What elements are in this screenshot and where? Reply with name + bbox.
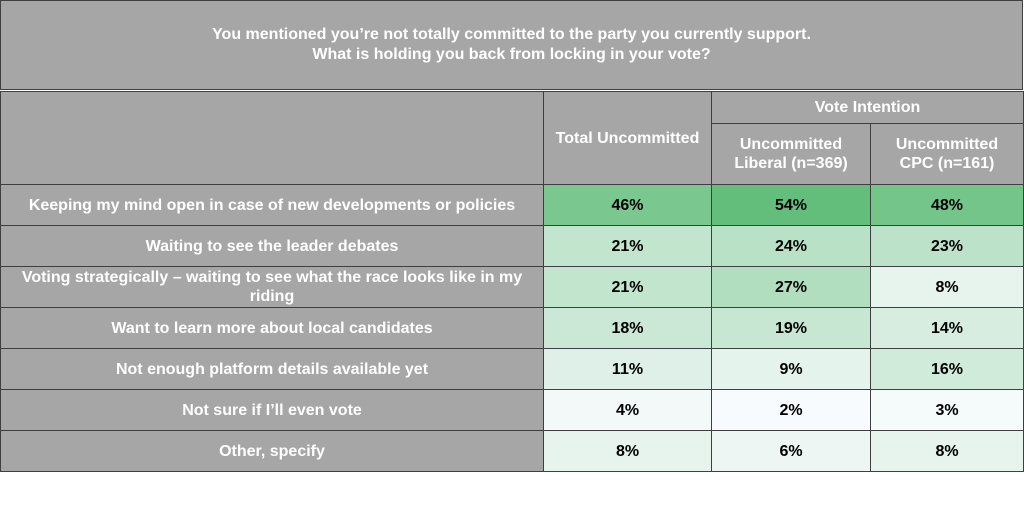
value-cell-liberal: 19% (711, 307, 871, 349)
row-label: Waiting to see the leader debates (0, 225, 544, 267)
table-row: Not enough platform details available ye… (0, 348, 1024, 390)
question-title-line1: You mentioned you’re not totally committ… (212, 26, 811, 43)
value-cell-total: 21% (543, 266, 712, 308)
header-uncommitted-cpc: Uncommitted CPC (n=161) (870, 123, 1024, 185)
results-table: Total Uncommitted Vote Intention Uncommi… (0, 91, 1024, 472)
row-label: Want to learn more about local candidate… (0, 307, 544, 349)
value-cell-total: 8% (543, 430, 712, 472)
table-row: Not sure if I’ll even vote 4% 2% 3% (0, 389, 1024, 431)
table-row: Want to learn more about local candidate… (0, 307, 1024, 349)
value-cell-liberal: 6% (711, 430, 871, 472)
value-cell-liberal: 9% (711, 348, 871, 390)
table-row: Other, specify 8% 6% 8% (0, 430, 1024, 472)
header-vote-intention: Vote Intention (711, 91, 1024, 124)
value-cell-total: 4% (543, 389, 712, 431)
header-row-2: Uncommitted Liberal (n=369) Uncommitted … (1, 123, 1024, 185)
row-label: Voting strategically – waiting to see wh… (0, 266, 544, 308)
header-blank-cell (0, 91, 544, 185)
table-row: Waiting to see the leader debates 21% 24% 2… (0, 225, 1024, 267)
value-cell-liberal: 24% (711, 225, 871, 267)
header-uncommitted-liberal: Uncommitted Liberal (n=369) (711, 123, 871, 185)
value-cell-liberal: 54% (711, 184, 871, 226)
value-cell-liberal: 27% (711, 266, 871, 308)
value-cell-cpc: 8% (870, 266, 1024, 308)
value-cell-cpc: 14% (870, 307, 1024, 349)
value-cell-cpc: 16% (870, 348, 1024, 390)
row-label: Keeping my mind open in case of new deve… (0, 184, 544, 226)
value-cell-liberal: 2% (711, 389, 871, 431)
table-row: Keeping my mind open in case of new deve… (0, 184, 1024, 226)
row-label: Not sure if I’ll even vote (0, 389, 544, 431)
question-title-line2: What is holding you back from locking in… (312, 46, 711, 63)
row-label: Other, specify (0, 430, 544, 472)
value-cell-total: 18% (543, 307, 712, 349)
value-cell-cpc: 23% (870, 225, 1024, 267)
value-cell-total: 46% (543, 184, 712, 226)
row-label: Not enough platform details available ye… (0, 348, 544, 390)
table-row: Voting strategically – waiting to see wh… (0, 266, 1024, 308)
value-cell-cpc: 8% (870, 430, 1024, 472)
value-cell-total: 21% (543, 225, 712, 267)
header-total-uncommitted: Total Uncommitted (543, 91, 712, 185)
value-cell-total: 11% (543, 348, 712, 390)
value-cell-cpc: 48% (870, 184, 1024, 226)
question-title: You mentioned you’re not totally committ… (0, 0, 1023, 90)
header-row-1: Total Uncommitted Vote Intention (0, 91, 1024, 185)
value-cell-cpc: 3% (870, 389, 1024, 431)
